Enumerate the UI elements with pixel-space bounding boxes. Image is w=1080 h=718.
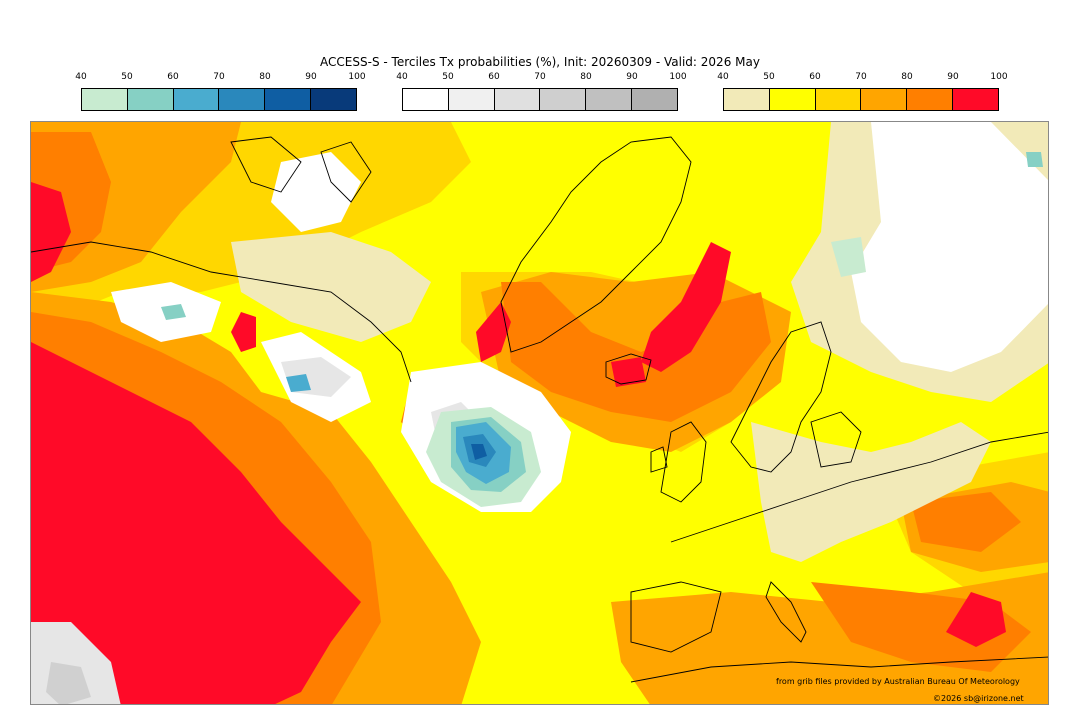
coastline-italy: [765, 581, 807, 643]
coastline-greenland: [500, 136, 692, 353]
coastline-europe: [670, 431, 1048, 543]
legend-tick: 70: [534, 72, 546, 82]
field-red-zone: [641, 242, 731, 372]
field-white-zone: [271, 152, 361, 232]
field-dark-blue-zone: [471, 444, 487, 460]
field-white-zone: [851, 122, 1048, 372]
coastline-scandinavia: [730, 321, 832, 473]
legend-tick: 80: [580, 72, 592, 82]
field-dark-orange-zone: [911, 492, 1021, 552]
coastline-canada: [31, 241, 412, 383]
legend-swatch: [769, 89, 816, 110]
source-credit: from grib files provided by Australian B…: [776, 677, 1020, 686]
field-red-zone: [946, 592, 1006, 647]
legend-swatch: [815, 89, 862, 110]
field-teal-zone: [161, 304, 186, 320]
field-red-zone: [31, 342, 361, 704]
legend-swatch: [311, 89, 356, 110]
legend-swatch: [540, 89, 587, 110]
field-red-zone: [231, 312, 256, 352]
legend-tick: 60: [488, 72, 500, 82]
legend-swatch: [265, 89, 312, 110]
legend-tick: 100: [990, 72, 1008, 82]
legend-swatch: [494, 89, 541, 110]
legend-tick: 60: [167, 72, 179, 82]
coastline-british-isles: [650, 421, 707, 503]
map-canvas: [31, 122, 1048, 704]
legend-tick: 90: [947, 72, 959, 82]
legend-tick: 100: [669, 72, 687, 82]
legend-tick: 40: [75, 72, 87, 82]
coastline-iberia: [630, 581, 722, 653]
legend-swatch: [861, 89, 908, 110]
legend-tick: 100: [348, 72, 366, 82]
field-grey-zone: [46, 662, 91, 704]
field-blue-zone: [286, 374, 311, 392]
field-beige-zone: [751, 422, 991, 562]
legend-swatch: [632, 89, 677, 110]
legend-color-bar: [81, 88, 357, 111]
legend-tick: 70: [213, 72, 225, 82]
legend-tick: 80: [259, 72, 271, 82]
legend-tick: 60: [809, 72, 821, 82]
legend-swatch: [448, 89, 495, 110]
map-title: ACCESS-S - Terciles Tx probabilities (%)…: [320, 55, 760, 69]
legend-swatch: [173, 89, 220, 110]
legend-tick: 40: [396, 72, 408, 82]
legend-swatch: [82, 89, 128, 110]
field-red-zone: [611, 357, 646, 387]
coastline-iceland: [605, 353, 652, 385]
coastline-arctic-islands: [230, 136, 372, 203]
field-teal-zone: [1026, 152, 1043, 167]
field-dark-orange-zone: [501, 282, 771, 422]
field-red-zone: [31, 182, 71, 282]
legend-tick: 40: [717, 72, 729, 82]
field-beige-zone: [231, 232, 431, 342]
legend-color-bar: [402, 88, 678, 111]
field-red-zone: [476, 302, 511, 362]
legend-tick: 50: [763, 72, 775, 82]
legend-swatch: [953, 89, 998, 110]
legend-tick: 70: [855, 72, 867, 82]
legend-swatch: [586, 89, 633, 110]
coastlines: [31, 136, 1048, 683]
legend-color-bar: [723, 88, 999, 111]
legend-below-normal: 40 50 60 70 80 90 100: [75, 72, 366, 112]
field-light-green-zone: [831, 237, 866, 277]
legend-swatch: [403, 89, 449, 110]
legend-tick: 90: [626, 72, 638, 82]
coastline-north-africa: [630, 656, 1048, 683]
legend-swatch: [127, 89, 174, 110]
legend-swatch: [724, 89, 770, 110]
legend-tick: 50: [121, 72, 133, 82]
legend-tick: 80: [901, 72, 913, 82]
legend-swatch: [907, 89, 954, 110]
copyright-credit: ©2026 sb@irizone.net: [933, 694, 1024, 703]
legend-tick: 50: [442, 72, 454, 82]
legend-above-normal: 40 50 60 70 80 90 100: [717, 72, 1008, 112]
coastline-baltic: [810, 411, 862, 468]
probability-map: [30, 121, 1049, 705]
legend-tick: 90: [305, 72, 317, 82]
legend-swatch: [219, 89, 266, 110]
legend-near-normal: 40 50 60 70 80 90 100: [396, 72, 687, 112]
